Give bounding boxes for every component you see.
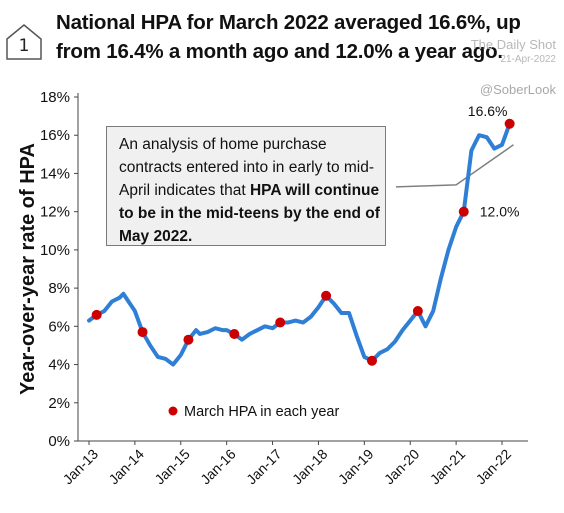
march-marker: [412, 306, 423, 317]
projection-line: [395, 144, 514, 188]
y-tick-label: 14%: [40, 165, 70, 182]
source-block: The Daily Shot 21-Apr-2022: [471, 36, 556, 67]
house-icon: [6, 24, 42, 60]
source-date: 21-Apr-2022: [500, 54, 556, 65]
legend-marker: [168, 406, 178, 416]
legend-label: March HPA in each year: [184, 404, 339, 420]
x-tick-label: Jan-18: [289, 446, 331, 488]
y-tick-label: 10%: [40, 242, 70, 259]
march-marker: [91, 309, 102, 320]
y-tick-label: 0%: [48, 433, 70, 450]
x-tick-label: Jan-15: [151, 446, 193, 488]
y-tick-label: 4%: [48, 357, 70, 374]
markers-layer: [91, 118, 515, 366]
y-tick-label: 8%: [48, 280, 70, 297]
y-axis-title: Year-over-year rate of HPA: [17, 143, 39, 395]
march-marker: [183, 334, 194, 345]
annotation-box: An analysis of home purchase contracts e…: [106, 126, 386, 246]
y-tick-label: 6%: [48, 318, 70, 335]
march-marker: [321, 290, 332, 301]
march-marker: [458, 206, 469, 217]
y-tick-label: 12%: [40, 204, 70, 221]
march-marker: [137, 327, 148, 338]
chart-number-badge: 1: [4, 22, 44, 62]
annotation-text: An analysis of home purchase contracts e…: [119, 136, 375, 199]
hpa-series-line: [87, 121, 512, 367]
march-marker: [366, 355, 377, 366]
x-tick-label: Jan-19: [335, 446, 377, 488]
x-tick-label: Jan-16: [197, 446, 239, 488]
chart-title: National HPA for March 2022 averaged 16.…: [56, 11, 521, 63]
projection-layer: [395, 144, 514, 188]
author-handle: @SoberLook: [479, 82, 556, 97]
source-name: The Daily Shot: [470, 37, 556, 52]
annotation-bold-text: HPA will continue to be in the mid-teens…: [119, 182, 380, 245]
x-tick-label: Jan-22: [473, 446, 515, 488]
x-tick-label: Jan-21: [427, 446, 469, 488]
series-layer: [87, 121, 512, 367]
y-tick-label: 2%: [48, 395, 70, 412]
y-tick-label: 16%: [40, 127, 70, 144]
x-tick-label: Jan-13: [60, 446, 102, 488]
callout-label: 16.6%: [468, 103, 508, 119]
badge-number: 1: [18, 36, 30, 56]
x-tick-label: Jan-20: [381, 446, 423, 488]
march-marker: [275, 317, 286, 328]
x-tick-label: Jan-14: [105, 446, 147, 488]
x-tick-label: Jan-17: [243, 446, 285, 488]
callout-label: 12.0%: [480, 204, 520, 220]
y-tick-label: 18%: [40, 89, 70, 106]
march-marker: [504, 118, 515, 129]
march-marker: [229, 328, 240, 339]
labels-layer: 16.6% 12.0% March HPA in each year: [168, 103, 520, 420]
